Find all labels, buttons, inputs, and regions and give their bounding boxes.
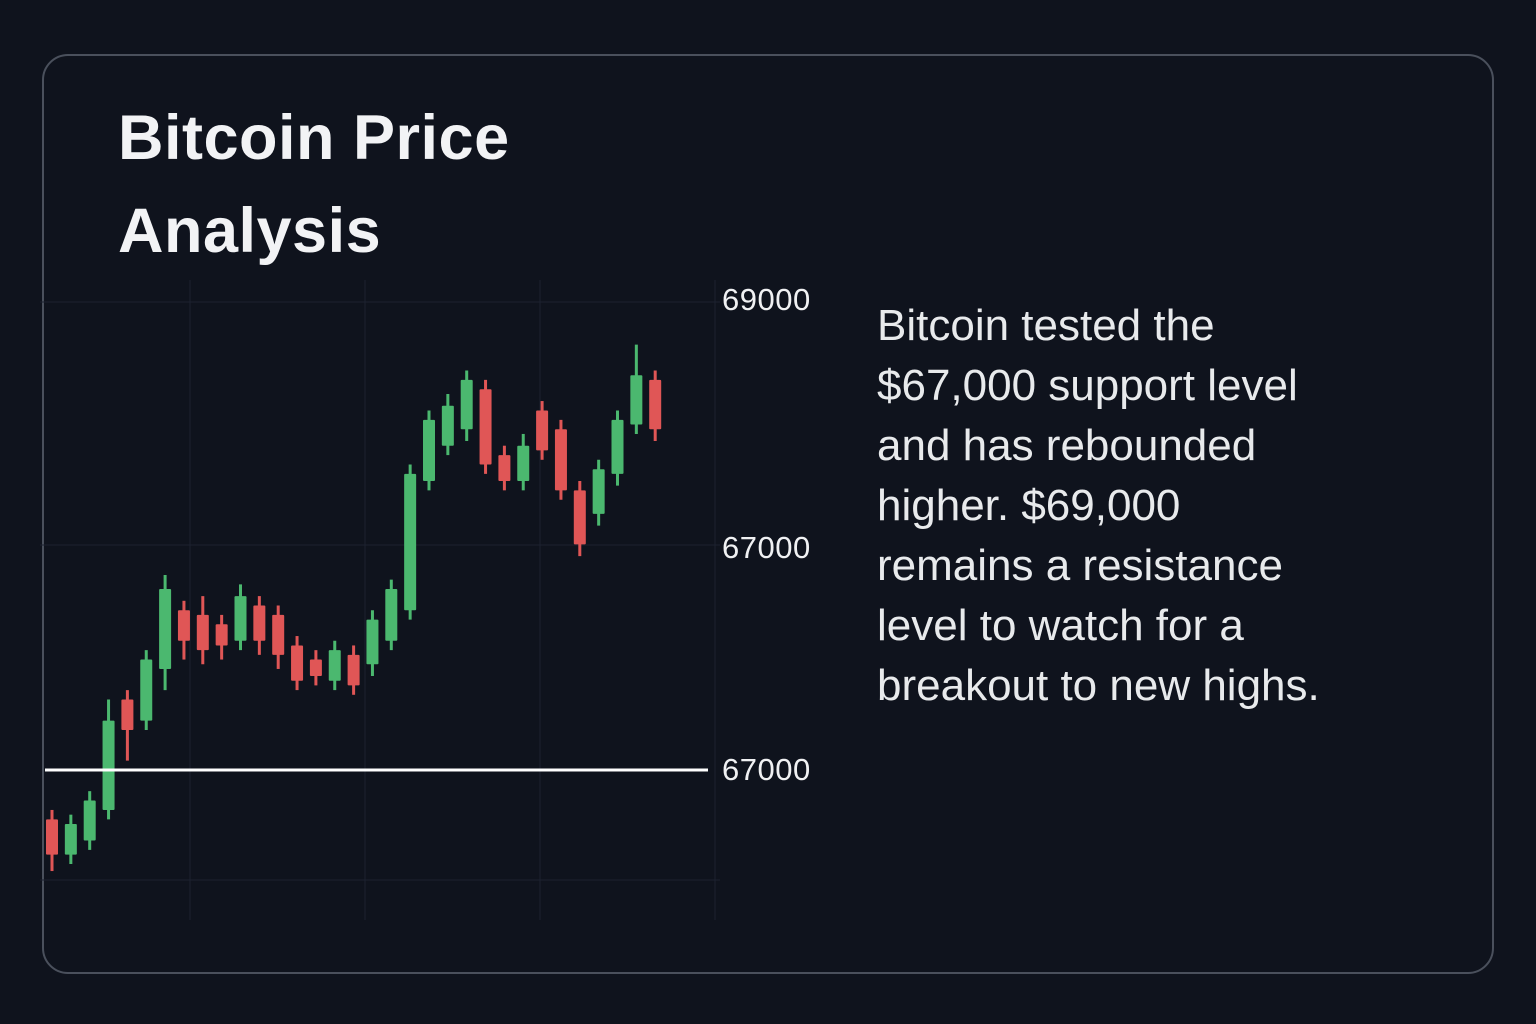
analysis-card	[42, 54, 1494, 974]
annotation-text: Bitcoin tested the $67,000 support level…	[877, 296, 1477, 716]
candlestick-chart	[40, 280, 720, 940]
y-axis-tick-middle: 67000	[722, 530, 811, 565]
y-axis-tick-top: 69000	[722, 282, 811, 317]
annotation-line: breakout to new highs.	[877, 661, 1320, 710]
annotation-line: and has rebounded	[877, 421, 1257, 470]
y-axis-tick-support: 67000	[722, 752, 811, 787]
candlestick-chart-svg	[40, 280, 720, 920]
annotation-line: Bitcoin tested the	[877, 301, 1215, 350]
annotation-line: remains a resistance	[877, 541, 1283, 590]
page-title: Bitcoin Price Analysis	[118, 103, 510, 266]
annotation-line: $67,000 support level	[877, 361, 1298, 410]
annotation-line: higher. $69,000	[877, 481, 1181, 530]
annotation-line: level to watch for a	[877, 601, 1244, 650]
